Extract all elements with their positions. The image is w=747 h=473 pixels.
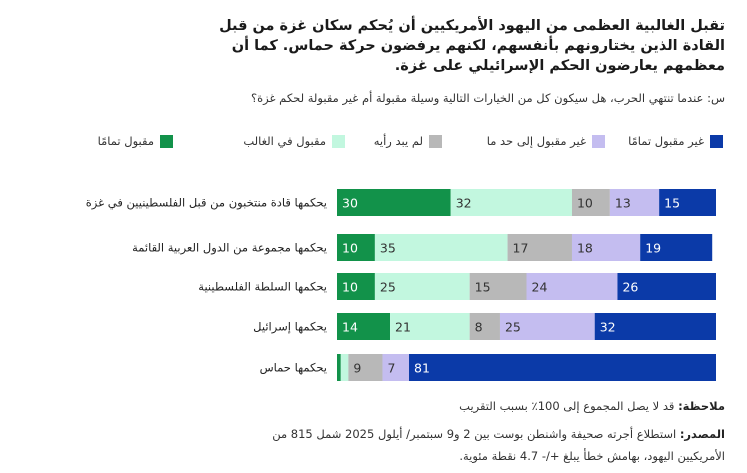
category-label: يحكمها السلطة الفلسطينية xyxy=(198,280,327,294)
bar-segment xyxy=(409,354,716,381)
legend-label: مقبول في الغالب xyxy=(243,134,326,148)
bar-segment xyxy=(337,313,391,340)
data-label: 10 xyxy=(577,196,593,211)
bar-segment xyxy=(390,313,470,340)
bar-segment xyxy=(469,313,500,340)
data-label: 15 xyxy=(664,196,680,211)
data-label: 13 xyxy=(615,196,631,211)
source-label: المصدر: xyxy=(679,427,725,441)
bar-segment xyxy=(659,189,716,216)
legend-swatch xyxy=(429,134,442,148)
legend-item-completely-unacceptable: غير مقبول تمامًا xyxy=(628,133,723,149)
data-label: 21 xyxy=(395,320,411,335)
legend-swatch xyxy=(160,134,173,148)
bar-segment xyxy=(337,189,451,216)
legend-swatch xyxy=(332,134,345,148)
data-label: 7 xyxy=(387,361,395,376)
data-label: 10 xyxy=(342,241,358,256)
category-label: يحكمها قادة منتخبون من قبل الفلسطينيين ف… xyxy=(86,196,327,211)
legend-label: مقبول تمامًا xyxy=(97,134,154,148)
bar-segment xyxy=(374,273,470,300)
data-label: 14 xyxy=(342,320,358,335)
category-label: يحكمها إسرائيل xyxy=(253,320,327,335)
data-label: 18 xyxy=(577,241,593,256)
bar-segment xyxy=(469,273,527,300)
bar-segment xyxy=(499,313,595,340)
legend-item-completely-acceptable: مقبول تمامًا xyxy=(98,133,173,149)
bar-segment xyxy=(382,354,410,381)
data-label: 25 xyxy=(380,280,396,295)
legend-label: غير مقبول تمامًا xyxy=(628,134,704,148)
data-label: 19 xyxy=(645,241,661,256)
chart-subtitle: س: عندما تنتهي الحرب، هل سيكون كل من الخ… xyxy=(251,91,725,105)
note-text: قد لا يصل المجموع إلى 100٪ بسبب التقريب xyxy=(459,399,675,413)
bar-segment xyxy=(337,354,341,381)
data-label: 25 xyxy=(505,320,521,335)
data-label: 9 xyxy=(353,361,361,376)
data-label: 32 xyxy=(600,320,616,335)
category-label: يحكمها مجموعة من الدول العربية القائمة xyxy=(132,241,327,256)
data-label: 8 xyxy=(475,320,483,335)
bar-segment xyxy=(617,273,716,300)
legend-label: لم يبد رأيه xyxy=(373,134,423,148)
legend-swatch xyxy=(710,134,723,148)
bar-segment xyxy=(374,234,508,261)
data-label: 15 xyxy=(475,280,491,295)
legend-label: غير مقبول إلى حد ما xyxy=(486,134,586,148)
data-label: 17 xyxy=(513,241,529,256)
chart-note: ملاحظة: قد لا يصل المجموع إلى 100٪ بسبب … xyxy=(459,395,725,417)
legend-swatch xyxy=(592,134,605,148)
data-label: 24 xyxy=(532,280,548,295)
data-label: 32 xyxy=(456,196,472,211)
bar-segment xyxy=(340,354,349,381)
chart-source: المصدر: استطلاع أجرته صحيفة واشنطن بوست … xyxy=(272,423,725,445)
data-label: 26 xyxy=(622,280,638,295)
chart-title: تقبل الغالبية العظمى من اليهود الأمريكيي… xyxy=(219,18,725,74)
bar-segment xyxy=(594,313,716,340)
source-text: استطلاع أجرته صحيفة واشنطن بوست بين 2 و9… xyxy=(272,427,677,441)
legend-item-no-opinion: لم يبد رأيه xyxy=(374,133,442,149)
legend-item-somewhat-unacceptable: غير مقبول إلى حد ما xyxy=(487,133,605,149)
data-label: 81 xyxy=(414,361,430,376)
data-label: 10 xyxy=(342,280,358,295)
bar-segment xyxy=(609,189,660,216)
note-label: ملاحظة: xyxy=(678,399,725,413)
bar-segment xyxy=(337,234,375,261)
legend-item-mostly-acceptable: مقبول في الغالب xyxy=(243,133,345,149)
bar-segment xyxy=(526,273,618,300)
bar-segment xyxy=(348,354,383,381)
bar-segment xyxy=(450,189,572,216)
data-label: 35 xyxy=(380,241,396,256)
data-label: 30 xyxy=(342,196,358,211)
bar-segment xyxy=(640,234,713,261)
bar-segment xyxy=(571,234,641,261)
bar-segment xyxy=(507,234,572,261)
category-label: يحكمها حماس xyxy=(260,361,327,376)
bar-segment xyxy=(571,189,610,216)
bar-segment xyxy=(337,273,375,300)
chart-source-continued: الأمريكيين اليهود، بهامش خطأ يبلغ +/- 4.… xyxy=(459,449,725,463)
